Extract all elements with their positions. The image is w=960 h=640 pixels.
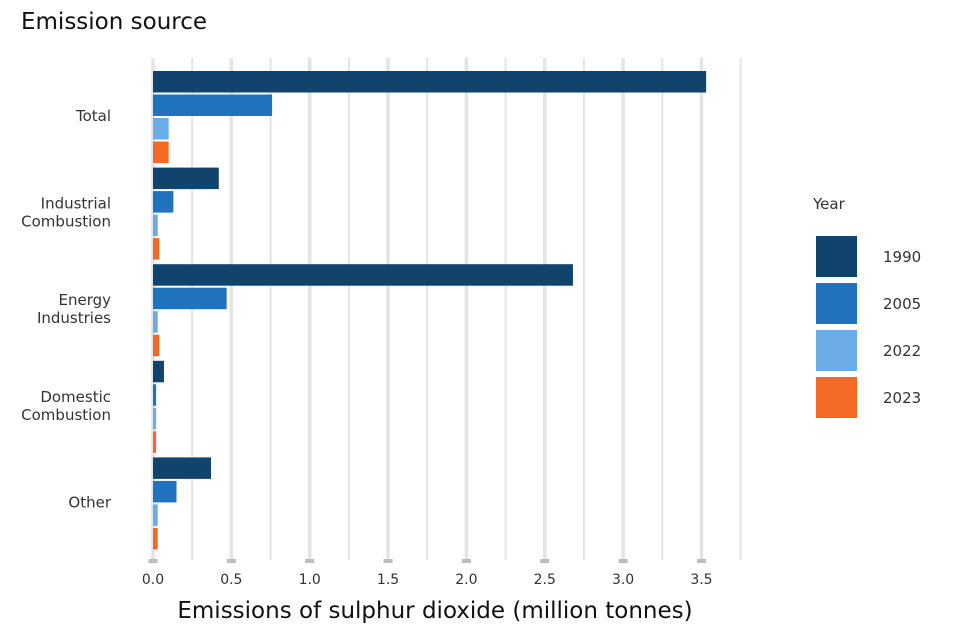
bar-2005	[153, 384, 157, 406]
tick-label: 3.5	[690, 572, 712, 588]
tick-label: 0.0	[142, 572, 164, 588]
bar-1990	[153, 360, 164, 383]
bar-1990	[153, 457, 211, 479]
tick-label: 3.0	[612, 572, 634, 588]
legend-title: Year	[812, 195, 846, 213]
bar-2022	[153, 407, 157, 430]
category-label: Energy Industries	[37, 291, 111, 327]
legend-key-2022	[816, 330, 857, 371]
bar-2022	[153, 214, 158, 237]
category-axis: Total Industrial Combustion Energy Industrie…	[21, 107, 112, 511]
tick-mark	[461, 559, 471, 563]
grid-lines	[151, 58, 742, 560]
legend-key-1990	[816, 236, 857, 277]
bar-2022	[153, 504, 158, 526]
bar-2023	[153, 238, 160, 260]
tick-mark	[618, 559, 628, 563]
tick-mark	[226, 559, 236, 563]
bars	[153, 71, 707, 550]
category-label: Industrial Combustion	[21, 195, 111, 231]
tick-mark	[696, 559, 706, 563]
bar-2023	[153, 527, 158, 550]
tick-mark	[148, 559, 158, 563]
tick-label: 2.5	[534, 572, 556, 588]
legend: Year 1990 2005 2022 2023	[812, 195, 921, 418]
bar-2023	[153, 431, 157, 453]
tick-mark	[383, 559, 393, 563]
tick-mark	[540, 559, 550, 563]
tick-label: 0.5	[220, 572, 242, 588]
tick-mark	[305, 559, 315, 563]
legend-label: 2005	[883, 295, 921, 313]
legend-key-2023	[816, 377, 857, 418]
x-axis-title: Emissions of sulphur dioxide (million to…	[177, 598, 692, 624]
value-axis: 0.0 0.5 1.0 1.5 2.0 2.5 3.0 3.5	[142, 559, 713, 588]
bar-2022	[153, 311, 158, 333]
bar-2005	[153, 287, 227, 310]
tick-label: 2.0	[455, 572, 477, 588]
bar-1990	[153, 71, 707, 93]
bar-2023	[153, 334, 160, 357]
category-label: Other	[68, 493, 111, 511]
bar-1990	[153, 167, 219, 190]
bar-2005	[153, 480, 177, 503]
bar-2022	[153, 118, 169, 140]
legend-key-2005	[816, 283, 857, 324]
bar-2023	[153, 141, 169, 163]
category-label: Domestic Combustion	[21, 388, 111, 424]
bar-2005	[153, 94, 273, 116]
y-axis-title: Emission source	[21, 9, 207, 35]
legend-label: 2022	[883, 342, 921, 360]
bar-2005	[153, 191, 174, 213]
bar-1990	[153, 264, 573, 286]
legend-label: 1990	[883, 248, 921, 266]
tick-label: 1.5	[377, 572, 399, 588]
tick-label: 1.0	[299, 572, 321, 588]
category-label: Total	[75, 107, 111, 125]
legend-label: 2023	[883, 389, 921, 407]
